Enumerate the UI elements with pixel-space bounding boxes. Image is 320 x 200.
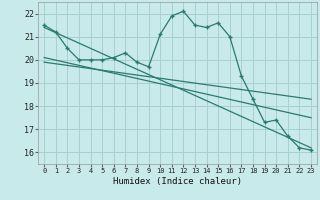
- X-axis label: Humidex (Indice chaleur): Humidex (Indice chaleur): [113, 177, 242, 186]
